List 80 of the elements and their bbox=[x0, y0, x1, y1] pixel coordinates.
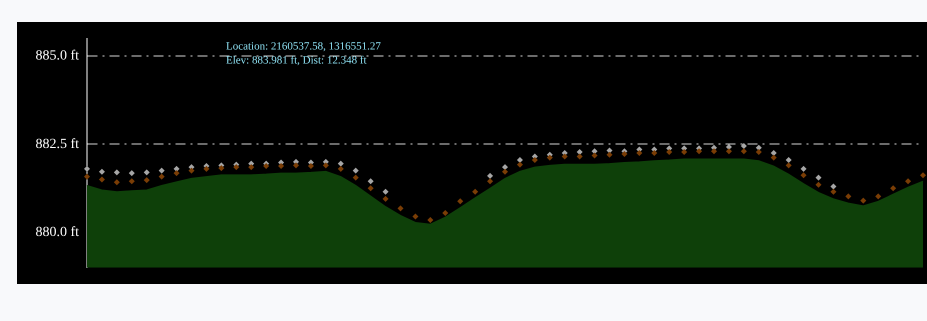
point bbox=[546, 154, 553, 161]
point bbox=[830, 184, 836, 190]
point bbox=[800, 172, 807, 178]
point bbox=[636, 150, 642, 156]
point bbox=[128, 170, 135, 176]
point bbox=[576, 148, 583, 155]
point bbox=[816, 174, 822, 181]
point bbox=[188, 168, 194, 174]
point bbox=[98, 176, 105, 182]
point bbox=[696, 148, 702, 154]
point bbox=[816, 182, 822, 188]
point bbox=[144, 169, 150, 176]
point bbox=[84, 174, 90, 180]
y-tick-label: 882.5 ft bbox=[35, 136, 80, 152]
point bbox=[263, 163, 270, 170]
point bbox=[890, 185, 896, 192]
y-tick-label: 880.0 ft bbox=[35, 225, 80, 240]
point bbox=[487, 178, 494, 184]
point bbox=[920, 172, 926, 178]
point bbox=[293, 162, 299, 168]
point bbox=[786, 162, 792, 168]
y-tick-label: 885.0 ft bbox=[35, 48, 80, 64]
point bbox=[144, 177, 150, 184]
point bbox=[218, 165, 224, 172]
point bbox=[487, 172, 494, 179]
point bbox=[457, 198, 464, 204]
point bbox=[442, 210, 448, 216]
point bbox=[711, 148, 717, 154]
point bbox=[203, 166, 210, 172]
point bbox=[770, 150, 777, 156]
point bbox=[398, 205, 404, 212]
point bbox=[756, 148, 762, 155]
point bbox=[875, 193, 882, 200]
point bbox=[770, 154, 777, 161]
point bbox=[382, 196, 389, 202]
annotation: Elev: 883.981 ft, Dist: 12.348 ft bbox=[226, 54, 367, 66]
point bbox=[740, 148, 747, 154]
point bbox=[427, 216, 434, 223]
point bbox=[472, 188, 478, 195]
annotation: Location: 2160537.58, 1316551.27 bbox=[226, 40, 382, 52]
point bbox=[128, 178, 135, 184]
point bbox=[412, 213, 418, 220]
point bbox=[905, 178, 912, 184]
point bbox=[502, 168, 508, 175]
point bbox=[606, 152, 612, 158]
point bbox=[592, 152, 598, 158]
point bbox=[368, 178, 374, 184]
point bbox=[308, 163, 314, 170]
point bbox=[830, 188, 836, 195]
point bbox=[84, 166, 90, 172]
point bbox=[174, 170, 180, 176]
point bbox=[338, 166, 344, 172]
point bbox=[114, 179, 120, 186]
point bbox=[382, 188, 389, 195]
point bbox=[786, 157, 792, 164]
point bbox=[352, 168, 359, 174]
point bbox=[681, 148, 688, 155]
point bbox=[621, 151, 628, 158]
point bbox=[368, 185, 374, 192]
point bbox=[740, 142, 747, 149]
point bbox=[98, 168, 105, 175]
point bbox=[860, 198, 866, 204]
point bbox=[562, 154, 568, 160]
point bbox=[248, 164, 254, 170]
point bbox=[114, 169, 120, 176]
point bbox=[516, 162, 523, 168]
point bbox=[532, 157, 538, 164]
point bbox=[800, 166, 807, 172]
point bbox=[158, 168, 165, 174]
point bbox=[233, 164, 240, 170]
point bbox=[845, 193, 852, 200]
point bbox=[666, 148, 672, 155]
point bbox=[158, 174, 165, 180]
point bbox=[338, 160, 344, 167]
point bbox=[352, 174, 359, 181]
point bbox=[322, 162, 329, 168]
point bbox=[726, 148, 732, 154]
point bbox=[278, 163, 284, 170]
point bbox=[576, 154, 583, 160]
point bbox=[651, 150, 658, 156]
